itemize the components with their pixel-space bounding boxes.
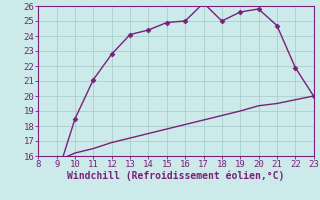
X-axis label: Windchill (Refroidissement éolien,°C): Windchill (Refroidissement éolien,°C) <box>67 171 285 181</box>
